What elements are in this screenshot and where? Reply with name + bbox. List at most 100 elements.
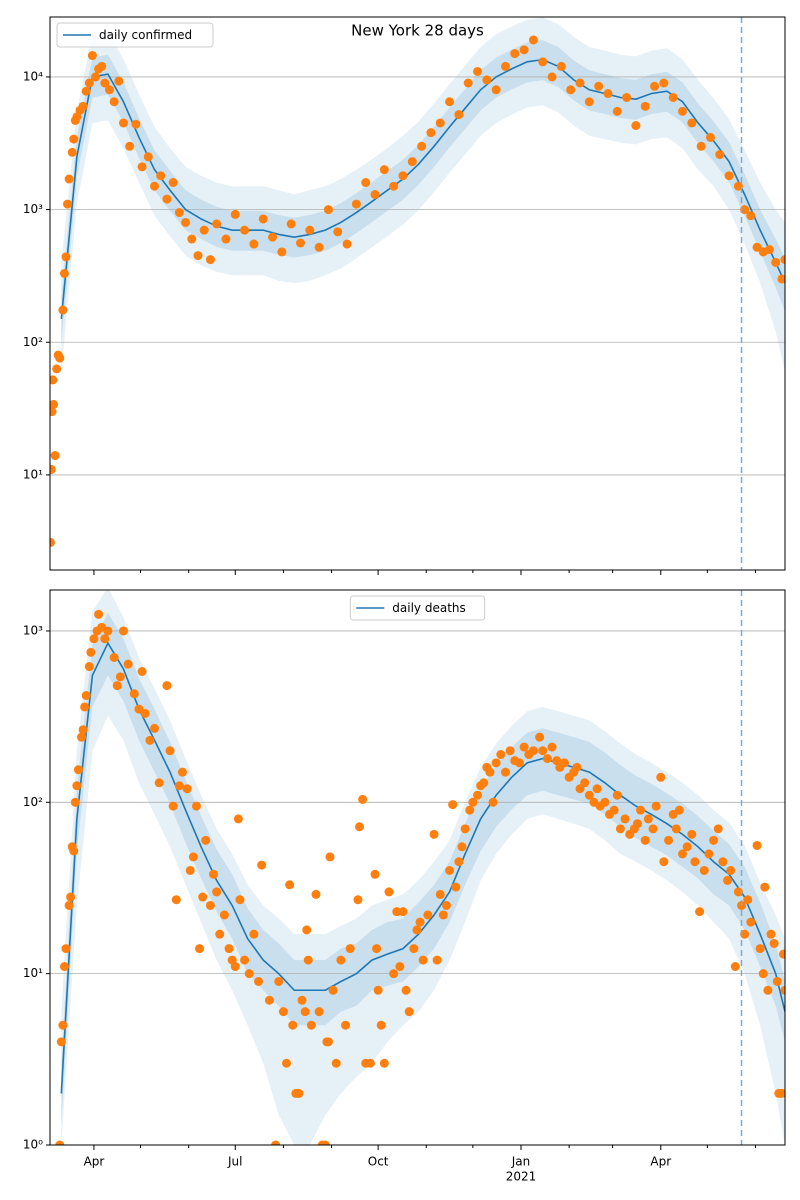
observed-point — [240, 955, 250, 965]
observed-point — [282, 1058, 292, 1068]
observed-point — [140, 708, 150, 718]
y-tick-label: 10³ — [23, 623, 43, 637]
observed-point — [772, 976, 782, 986]
observed-point — [620, 814, 630, 824]
observed-point — [205, 900, 215, 910]
observed-point — [733, 887, 743, 897]
observed-point — [295, 238, 305, 248]
observed-point — [468, 797, 478, 807]
observed-point — [323, 1037, 333, 1047]
observed-point — [488, 797, 498, 807]
observed-point — [612, 106, 622, 116]
y-tick-label: 10² — [23, 335, 43, 349]
observed-point — [244, 969, 254, 979]
observed-point — [91, 72, 101, 82]
observed-point — [118, 118, 128, 128]
observed-point — [87, 51, 97, 61]
observed-point — [500, 61, 510, 71]
observed-point — [760, 882, 770, 892]
observed-point — [715, 150, 725, 160]
observed-point — [240, 225, 250, 235]
observed-point — [171, 895, 181, 905]
observed-point — [777, 1088, 785, 1098]
observed-point — [438, 910, 448, 920]
legend: daily deaths — [349, 595, 486, 621]
observed-point — [285, 880, 295, 890]
observed-point — [187, 234, 197, 244]
observed-point — [143, 152, 153, 162]
observed-point — [288, 1020, 298, 1030]
observed-point — [212, 219, 222, 229]
observed-point — [131, 119, 141, 129]
observed-point — [500, 767, 510, 777]
observed-point — [376, 1020, 386, 1030]
y-tick-label: 10⁰ — [23, 1138, 43, 1152]
observed-point — [100, 634, 110, 644]
observed-point — [300, 1007, 310, 1017]
observed-point — [584, 97, 594, 107]
observed-point — [556, 61, 566, 71]
legend-label: daily deaths — [392, 601, 465, 615]
observed-point — [671, 824, 681, 834]
observed-point — [145, 735, 155, 745]
observed-point — [687, 829, 697, 839]
observed-point — [780, 255, 785, 265]
observed-point — [622, 92, 632, 102]
observed-point — [215, 929, 225, 939]
legend-box — [349, 595, 486, 621]
observed-point — [528, 746, 538, 756]
observed-point — [398, 171, 408, 181]
observed-point — [640, 101, 650, 111]
observed-point — [496, 750, 506, 760]
observed-point — [69, 134, 79, 144]
observed-point — [78, 725, 88, 735]
observed-point — [435, 118, 445, 128]
observed-point — [118, 626, 128, 636]
observed-point — [479, 778, 489, 788]
observed-point — [249, 929, 259, 939]
observed-point — [752, 840, 762, 850]
observed-point — [473, 790, 483, 800]
observed-point — [358, 794, 368, 804]
observed-point — [294, 1088, 304, 1098]
observed-point — [435, 889, 445, 899]
observed-point — [778, 949, 785, 959]
observed-point — [72, 781, 82, 791]
observed-point — [303, 955, 313, 965]
observed-point — [67, 147, 77, 157]
x-tick-sublabel: 2021 — [506, 1170, 537, 1184]
observed-point — [50, 407, 57, 417]
observed-point — [407, 157, 417, 167]
y-tick-label: 10⁴ — [23, 69, 43, 83]
observed-point — [61, 944, 71, 954]
observed-point — [514, 758, 524, 768]
observed-point — [648, 824, 658, 834]
observed-point — [432, 955, 442, 965]
observed-point — [600, 797, 610, 807]
observed-point — [454, 857, 464, 867]
observed-point — [664, 835, 674, 845]
observed-point — [538, 57, 548, 67]
observed-point — [384, 887, 394, 897]
observed-point — [682, 842, 692, 852]
plot-area — [50, 590, 785, 1145]
observed-point — [305, 225, 315, 235]
observed-point — [271, 1140, 281, 1145]
observed-point — [415, 917, 425, 927]
model-line — [60, 58, 785, 319]
observed-point — [780, 985, 785, 995]
observed-point — [268, 232, 278, 242]
observed-point — [277, 247, 287, 257]
observed-point — [174, 781, 184, 791]
observed-point — [746, 917, 756, 927]
observed-point — [112, 681, 122, 691]
observed-point — [764, 245, 774, 255]
observed-point — [199, 225, 209, 235]
observed-point — [713, 824, 723, 834]
observed-point — [418, 955, 428, 965]
observed-point — [412, 925, 422, 935]
observed-point — [740, 929, 750, 939]
observed-point — [123, 659, 133, 669]
observed-point — [609, 805, 619, 815]
